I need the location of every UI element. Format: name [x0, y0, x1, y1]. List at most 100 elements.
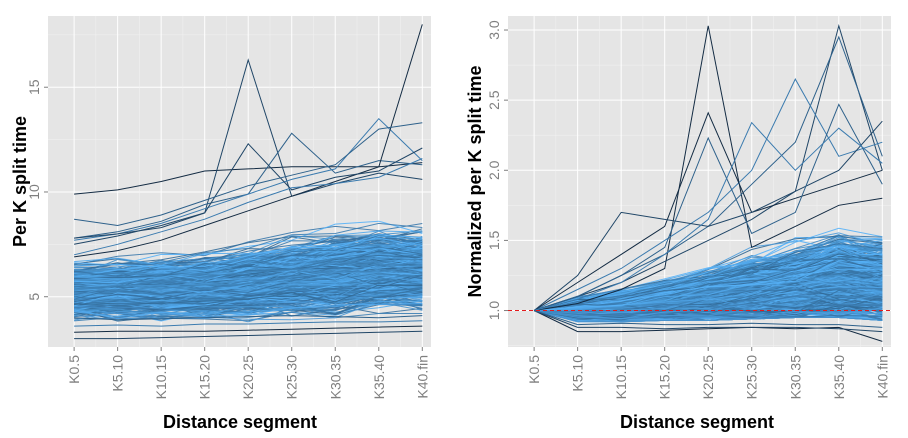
series-line-outlier	[74, 162, 423, 195]
series-line-outlier	[74, 330, 423, 340]
y-tick-label: 2.5	[486, 90, 502, 110]
x-tick-label: K0.5	[66, 355, 82, 384]
x-tick-label: K15.20	[657, 355, 673, 400]
series-line-outlier	[74, 58, 423, 245]
series-line	[74, 284, 423, 305]
series-line	[74, 260, 423, 285]
series-line	[74, 234, 423, 268]
x-tick-label: K20.25	[700, 355, 716, 400]
left-series-lines	[73, 24, 423, 340]
series-line-outlier	[533, 120, 883, 311]
series-line	[74, 243, 423, 280]
x-tick-label: K5.10	[110, 355, 126, 392]
series-line	[73, 230, 423, 278]
series-line	[74, 235, 423, 273]
series-line	[534, 307, 883, 320]
series-line	[74, 223, 423, 266]
left-x-ticks: K0.5 K5.10 K10.15 K15.20 K20.25 K25.30 K30.35 K…	[66, 347, 430, 399]
series-line	[74, 288, 423, 307]
y-tick-label: 10	[26, 184, 42, 200]
series-line-outlier	[74, 142, 423, 239]
series-line	[74, 237, 423, 278]
series-line	[74, 301, 423, 323]
series-line	[73, 300, 423, 321]
series-line	[74, 247, 423, 284]
x-tick-label: K5.10	[570, 355, 586, 392]
x-tick-label: K0.5	[526, 355, 542, 384]
series-line	[534, 287, 883, 313]
x-tick-label: K40.fin	[874, 355, 890, 399]
series-line	[534, 268, 883, 311]
left-y-ticks: 5 10 15	[26, 79, 48, 301]
x-tick-label: K10.15	[153, 355, 169, 400]
series-line	[534, 303, 883, 320]
right-x-axis-label: Distance segment	[620, 412, 774, 432]
x-tick-label: K20.25	[240, 355, 256, 400]
series-line-outlier	[73, 158, 423, 256]
series-line	[73, 281, 423, 307]
series-line	[74, 265, 423, 292]
series-line	[74, 262, 423, 291]
series-line	[534, 257, 883, 311]
series-line	[534, 274, 883, 312]
series-line	[73, 303, 423, 320]
right-chart: 1.0 1.5 2.0 2.5 3.0 K0.5 K5.10 K10.15 K15.20 K20…	[465, 16, 891, 432]
x-tick-label: K25.30	[744, 355, 760, 400]
series-line	[74, 274, 423, 303]
series-line-outlier	[533, 111, 883, 311]
series-line	[74, 274, 423, 306]
y-tick-label: 2.0	[486, 160, 502, 180]
x-tick-label: K10.15	[613, 355, 629, 400]
series-line	[534, 289, 883, 316]
series-line-outlier	[533, 310, 883, 328]
series-line-outlier	[74, 24, 423, 258]
series-line	[74, 230, 423, 266]
series-line	[74, 289, 423, 316]
x-tick-label: K30.35	[787, 355, 803, 400]
series-line-outlier	[74, 315, 423, 321]
series-line	[74, 251, 423, 276]
left-y-axis-label: Per K split time	[10, 116, 30, 247]
series-line	[74, 250, 423, 279]
y-tick-label: 3.0	[486, 20, 502, 40]
series-line	[533, 237, 883, 311]
right-y-ticks: 1.0 1.5 2.0 2.5 3.0	[486, 20, 508, 320]
series-line-outlier	[533, 78, 883, 311]
series-line	[74, 242, 423, 274]
series-line	[74, 254, 423, 289]
right-x-ticks: K0.5 K5.10 K10.15 K15.20 K20.25 K25.30 K30.35 K…	[526, 347, 890, 399]
series-line-outlier	[74, 122, 423, 227]
series-line	[534, 292, 883, 314]
y-tick-label: 15	[26, 79, 42, 95]
series-line-outlier	[533, 310, 883, 333]
y-tick-label: 1.0	[486, 301, 502, 321]
x-tick-label: K35.40	[831, 355, 847, 400]
x-tick-label: K40.fin	[414, 355, 430, 399]
series-line-outlier	[533, 103, 883, 311]
series-line	[534, 255, 883, 311]
series-line-outlier	[74, 325, 423, 333]
y-tick-label: 5	[26, 293, 42, 301]
series-line-outlier	[74, 320, 423, 327]
left-x-axis-label: Distance segment	[163, 412, 317, 432]
series-line	[534, 278, 883, 311]
series-line	[533, 246, 883, 311]
series-line-outlier	[74, 117, 423, 241]
series-line-outlier	[534, 25, 883, 311]
y-tick-label: 1.5	[486, 230, 502, 250]
series-line-outlier	[533, 23, 883, 311]
x-tick-label: K15.20	[197, 355, 213, 400]
x-tick-label: K30.35	[327, 355, 343, 400]
series-line	[74, 257, 423, 293]
series-line-outlier	[533, 121, 883, 311]
series-line	[74, 257, 423, 290]
x-tick-label: K35.40	[371, 355, 387, 400]
right-y-axis-label: Normalized per K split time	[465, 65, 485, 297]
x-tick-label: K25.30	[284, 355, 300, 400]
series-line	[533, 310, 883, 323]
series-line	[74, 300, 423, 318]
series-line	[534, 243, 883, 311]
right-series-lines	[533, 23, 883, 342]
